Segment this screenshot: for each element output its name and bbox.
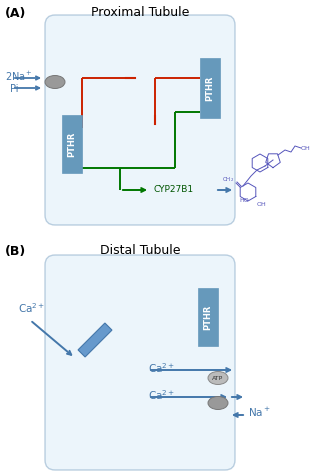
Text: Ca$^{2+}$: Ca$^{2+}$ xyxy=(148,388,175,402)
Text: ATP: ATP xyxy=(212,376,224,380)
Text: Ca$^{2+}$: Ca$^{2+}$ xyxy=(148,361,175,375)
Ellipse shape xyxy=(208,371,228,385)
Text: Proximal Tubule: Proximal Tubule xyxy=(91,7,189,20)
Ellipse shape xyxy=(208,397,228,409)
Text: PTHR: PTHR xyxy=(68,131,77,157)
Text: Distal Tubule: Distal Tubule xyxy=(100,245,180,258)
Ellipse shape xyxy=(45,76,65,89)
Text: CH$_2$: CH$_2$ xyxy=(222,176,234,184)
Text: (B): (B) xyxy=(5,246,26,258)
FancyBboxPatch shape xyxy=(45,255,235,470)
FancyBboxPatch shape xyxy=(200,58,220,118)
FancyBboxPatch shape xyxy=(45,15,235,225)
Text: Ca$^{2+}$: Ca$^{2+}$ xyxy=(18,301,45,315)
Text: Pi: Pi xyxy=(10,84,19,94)
FancyBboxPatch shape xyxy=(62,115,82,173)
FancyBboxPatch shape xyxy=(198,288,218,346)
Text: OH: OH xyxy=(257,201,267,207)
Text: (A): (A) xyxy=(5,8,26,20)
Text: 2Na$^+$: 2Na$^+$ xyxy=(5,69,33,82)
Text: OH: OH xyxy=(301,146,311,150)
Polygon shape xyxy=(78,323,112,357)
Text: HO: HO xyxy=(239,198,249,202)
Text: CYP27B1: CYP27B1 xyxy=(153,186,193,195)
Text: PTHR: PTHR xyxy=(205,75,214,101)
Text: PTHR: PTHR xyxy=(203,304,213,330)
Text: Na$^+$: Na$^+$ xyxy=(248,406,271,418)
